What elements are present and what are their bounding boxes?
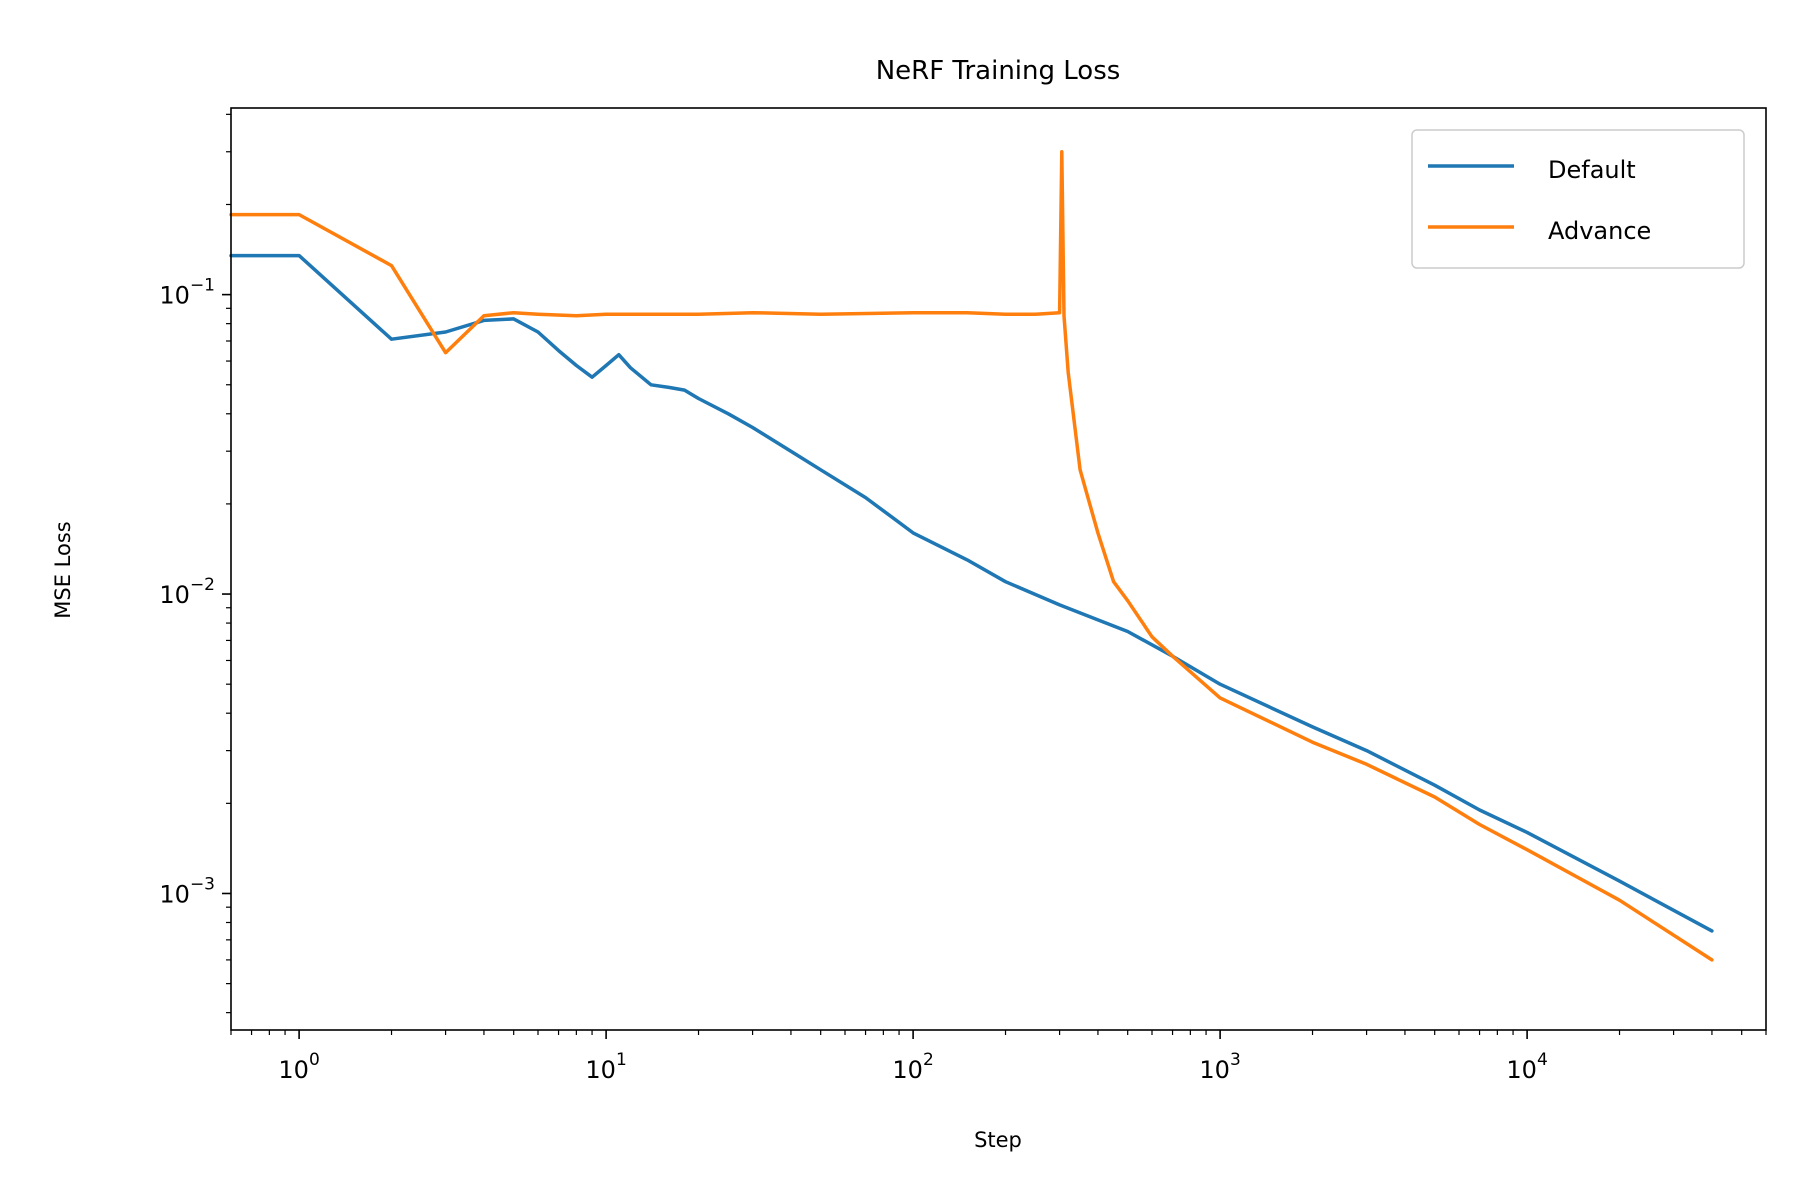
series-line-advance xyxy=(229,150,1714,962)
series-line-default xyxy=(229,253,1714,933)
legend-label-default: Default xyxy=(1548,156,1636,184)
legend-label-advance: Advance xyxy=(1548,217,1651,245)
series-layer xyxy=(229,150,1714,962)
x-axis-label: Step xyxy=(974,1128,1022,1152)
legend: Default Advance xyxy=(1411,129,1745,269)
legend-box xyxy=(1411,129,1745,269)
plot-frame xyxy=(230,107,1767,1031)
y-axis-label: MSE Loss xyxy=(51,521,75,618)
chart-title: NeRF Training Loss xyxy=(876,56,1121,86)
